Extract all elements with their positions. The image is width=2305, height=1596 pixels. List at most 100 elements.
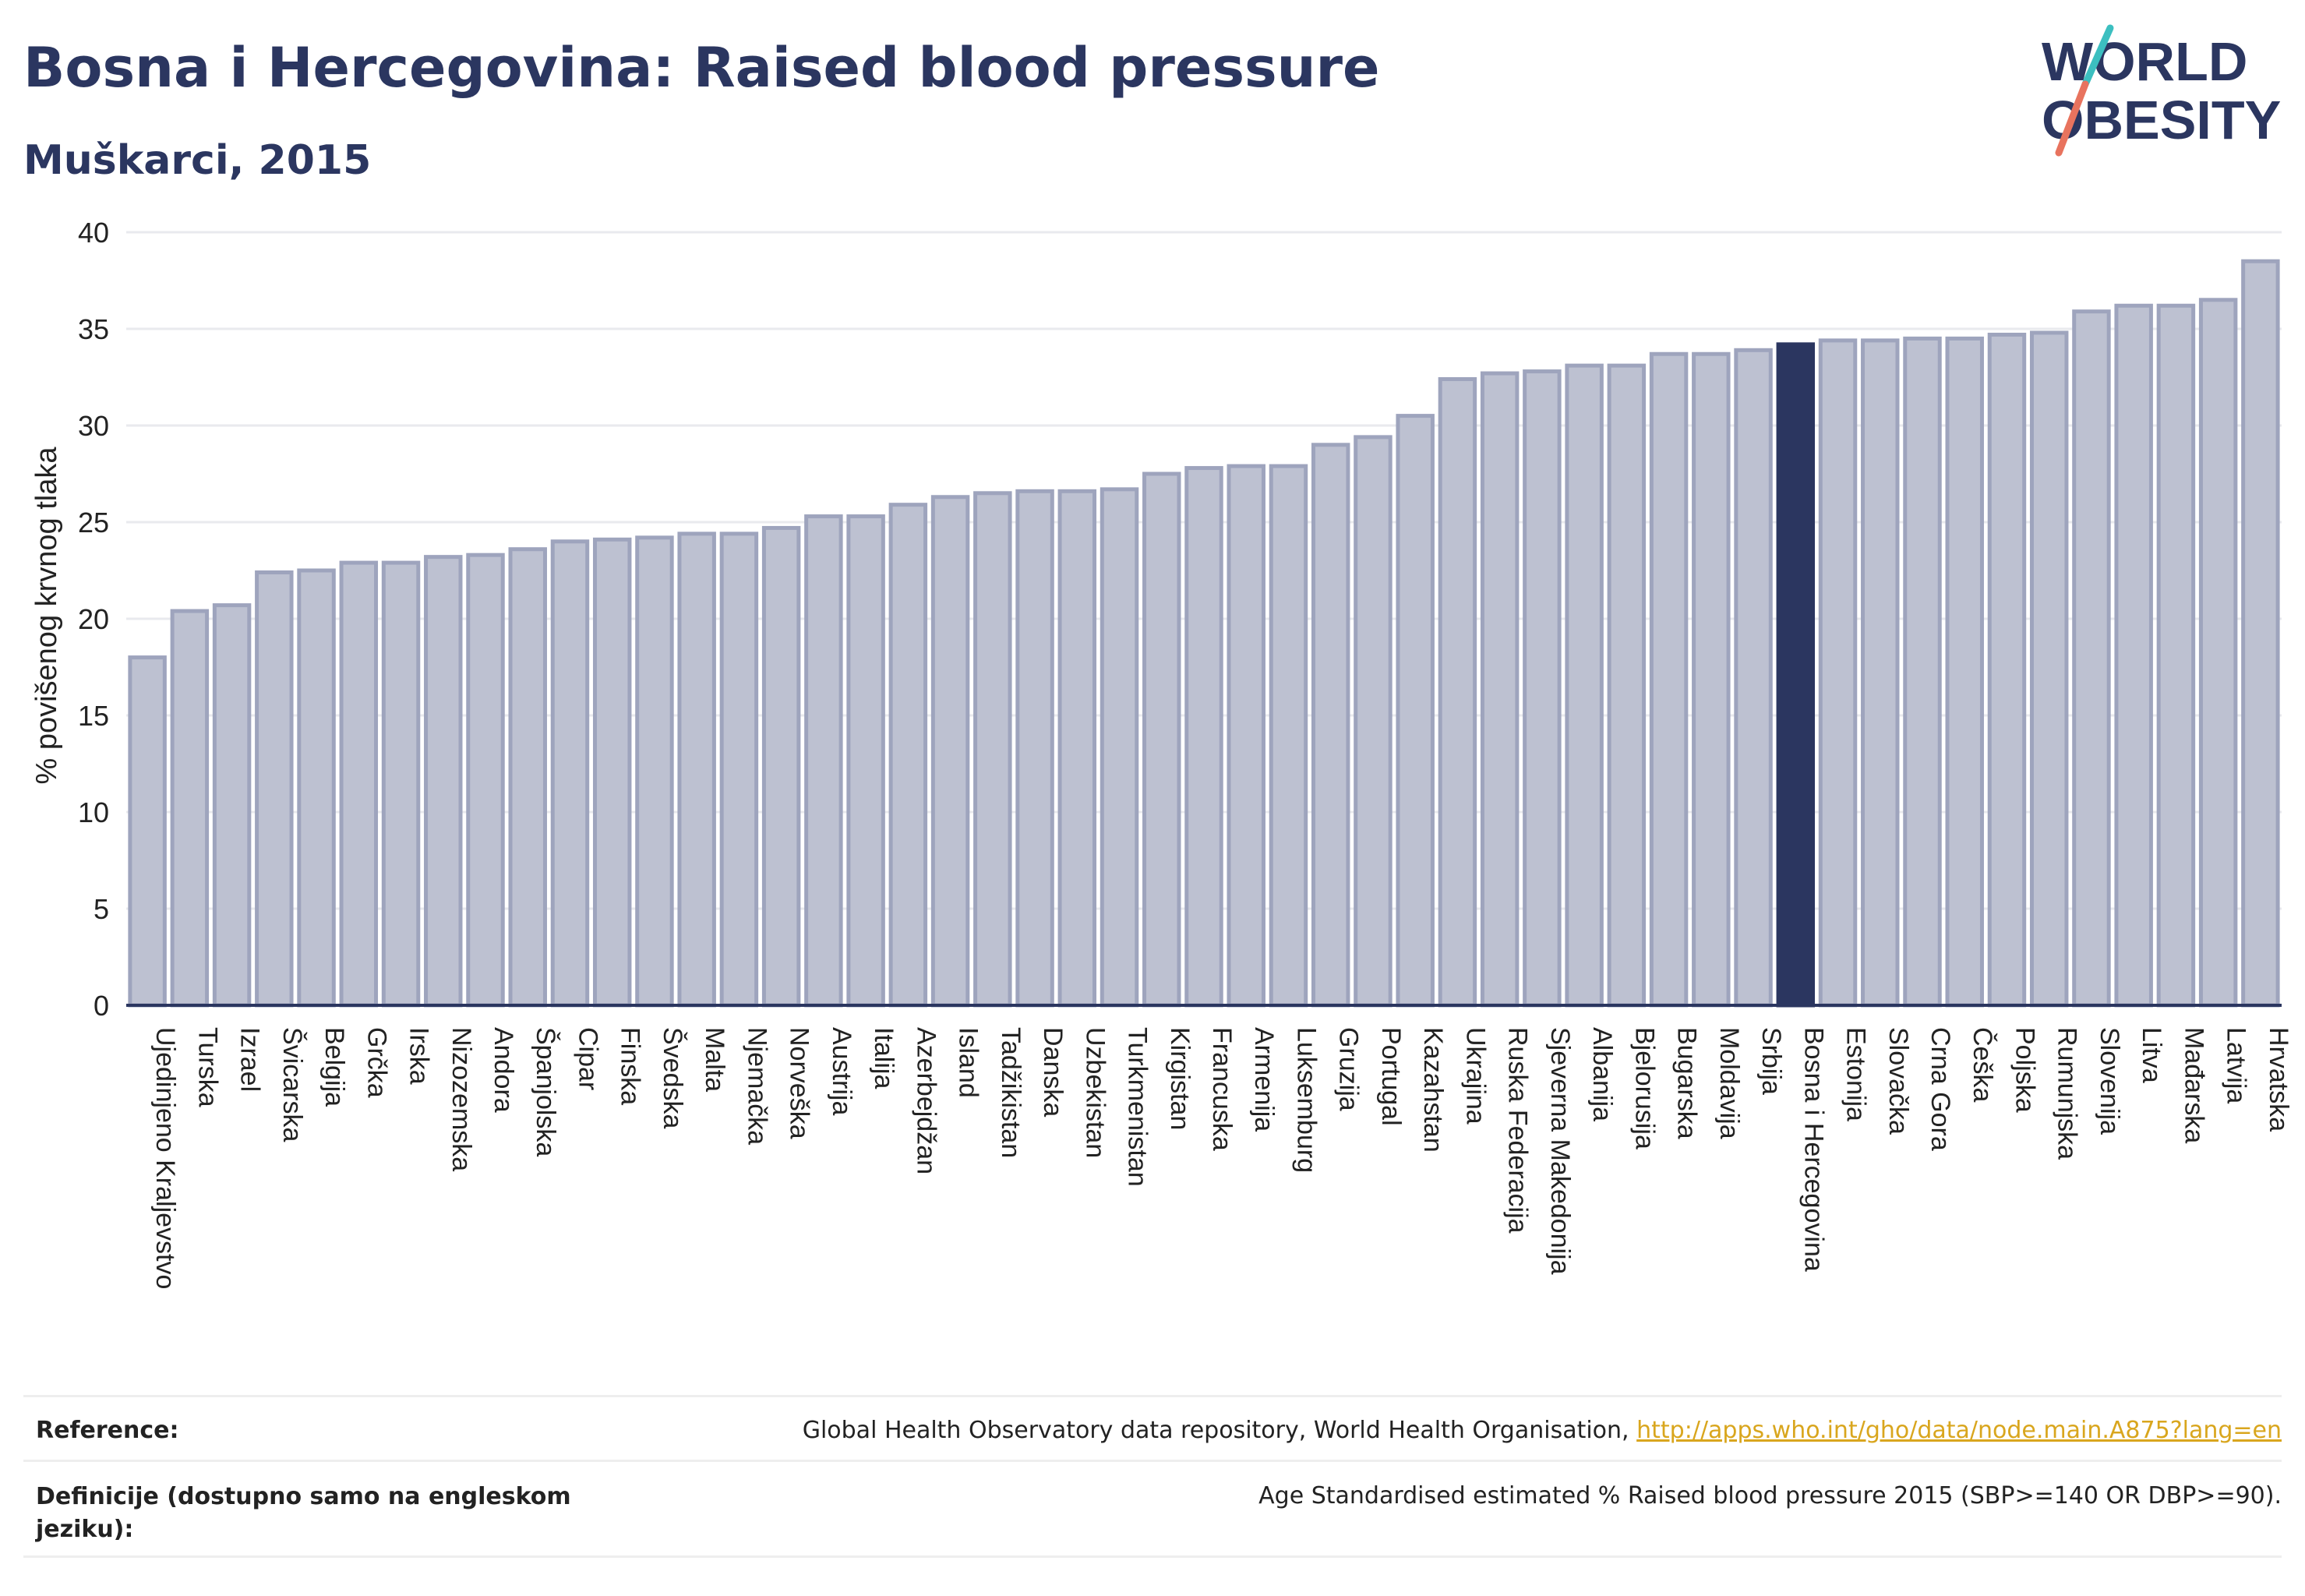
bar (1607, 363, 1647, 1008)
bar (1142, 471, 1181, 1008)
x-tick-label: Azerbejdžan (911, 1027, 941, 1174)
x-tick-label: Ujedinjeno Kraljevstvo (150, 1027, 180, 1289)
x-tick-label: Sjeverna Makedonija (1545, 1027, 1575, 1275)
x-tick-label: Španjolska (531, 1027, 560, 1156)
x-tick-label: Švicarska (277, 1027, 307, 1142)
x-tick-label: Norveška (785, 1027, 814, 1139)
bar (1438, 376, 1477, 1008)
bar (297, 568, 336, 1008)
x-tick-label: Izrael (235, 1027, 265, 1092)
bar (339, 560, 379, 1008)
x-tick-label: Austrija (827, 1027, 856, 1115)
x-tick-label: Poljska (2010, 1027, 2039, 1113)
bar (592, 537, 632, 1008)
y-tick-label: 5 (94, 893, 109, 925)
bar (761, 525, 801, 1008)
definition-label-line2: jeziku): (36, 1516, 134, 1543)
bar (719, 531, 759, 1008)
bar (1354, 435, 1393, 1008)
bar (1945, 336, 1984, 1008)
bar (846, 514, 885, 1008)
x-tick-label: Švedska (658, 1027, 687, 1128)
bar (466, 553, 505, 1008)
footer-divider-top (23, 1395, 2282, 1397)
bar (2156, 303, 2196, 1008)
bar (1311, 443, 1350, 1008)
definition-text: Age Standardised estimated % Raised bloo… (1258, 1482, 2282, 1509)
x-tick-label: Cipar (573, 1027, 602, 1090)
footer-divider-bottom (23, 1555, 2282, 1558)
reference-link[interactable]: http://apps.who.int/gho/data/node.main.A… (1636, 1417, 2282, 1444)
x-tick-label: Ruska Federacija (1503, 1027, 1533, 1234)
world-obesity-logo: WORLD OBESITY (2042, 24, 2281, 157)
x-tick-label: Grčka (362, 1027, 391, 1098)
bar (381, 560, 421, 1008)
bar (1227, 464, 1265, 1008)
x-tick-label: Bugarska (1672, 1027, 1702, 1139)
bar (635, 535, 674, 1008)
bar (2029, 330, 2069, 1008)
bar (1987, 332, 2027, 1008)
reference-text: Global Health Observatory data repositor… (803, 1417, 2282, 1444)
y-tick-label: 30 (78, 410, 109, 442)
x-tick-label: Belgija (319, 1027, 349, 1107)
bar (255, 570, 294, 1008)
x-tick-label: Mađarska (2179, 1027, 2208, 1143)
bar (1776, 342, 1816, 1008)
bar (2198, 298, 2238, 1008)
x-tick-label: Srbija (1756, 1027, 1786, 1095)
bar (2072, 309, 2111, 1008)
bar (1818, 338, 1858, 1008)
logo-slash-teal (2081, 24, 2114, 88)
bar (804, 514, 843, 1008)
x-tick-label: Gruzija (1334, 1027, 1364, 1111)
bar (1057, 489, 1097, 1008)
logo-slash-coral (2055, 80, 2089, 157)
bar (1861, 338, 1900, 1008)
x-tick-label: Turkmenistan (1123, 1027, 1152, 1187)
x-tick-label: Njemačka (742, 1027, 771, 1145)
x-tick-label: Malta (700, 1027, 729, 1092)
bar (1903, 336, 1942, 1008)
x-tick-label: Finska (616, 1027, 645, 1105)
y-tick-label: 25 (78, 507, 109, 538)
x-axis-labels: Ujedinjeno Kraljevstvo Turska Izrael Švicar… (150, 1027, 2293, 1289)
x-tick-label: Slovenija (2095, 1027, 2124, 1135)
bar (1396, 414, 1435, 1008)
x-tick-label: Albanija (1587, 1027, 1617, 1121)
logo-text-world: WORLD (2042, 31, 2247, 92)
y-tick-label: 0 (94, 990, 109, 1022)
x-tick-label: Bosna i Hercegovina (1798, 1027, 1828, 1272)
bar (1523, 369, 1562, 1008)
x-tick-label: Slovačka (1883, 1027, 1913, 1135)
bar (1565, 363, 1604, 1008)
x-tick-label: Ukrajina (1460, 1027, 1490, 1125)
bar (1734, 348, 1773, 1008)
x-tick-label: Bjelorusija (1629, 1027, 1659, 1149)
bar (1480, 371, 1520, 1008)
x-tick-label: Turska (192, 1027, 222, 1107)
y-tick-label: 40 (78, 217, 109, 249)
bar (1269, 464, 1308, 1008)
x-tick-label: Island (954, 1027, 983, 1098)
y-tick-label: 10 (78, 796, 109, 828)
bar-chart: 0 5 10 15 20 25 30 35 40 Ujedinjeno Kraljevstvo T… (30, 217, 2293, 1289)
x-tick-label: Moldavija (1714, 1027, 1744, 1139)
x-tick-label: Estonija (1841, 1027, 1871, 1121)
x-tick-label: Danska (1038, 1027, 1068, 1117)
bar (424, 555, 463, 1008)
reference-label: Reference: (36, 1417, 179, 1444)
x-tick-label: Francuska (1207, 1027, 1237, 1151)
bar (1649, 351, 1689, 1008)
x-tick-label: Latvija (2222, 1027, 2251, 1103)
bar (212, 603, 252, 1008)
bar (973, 491, 1012, 1008)
x-tick-label: Češka (1968, 1027, 1997, 1102)
bar (1015, 489, 1054, 1008)
x-tick-label: Tadžikistan (996, 1027, 1025, 1158)
bar (888, 503, 928, 1008)
reference-source: Global Health Observatory data repositor… (802, 1417, 1629, 1444)
bar (170, 609, 210, 1008)
x-tick-label: Italija (869, 1027, 898, 1089)
x-tick-label: Kirgistan (1165, 1027, 1195, 1130)
